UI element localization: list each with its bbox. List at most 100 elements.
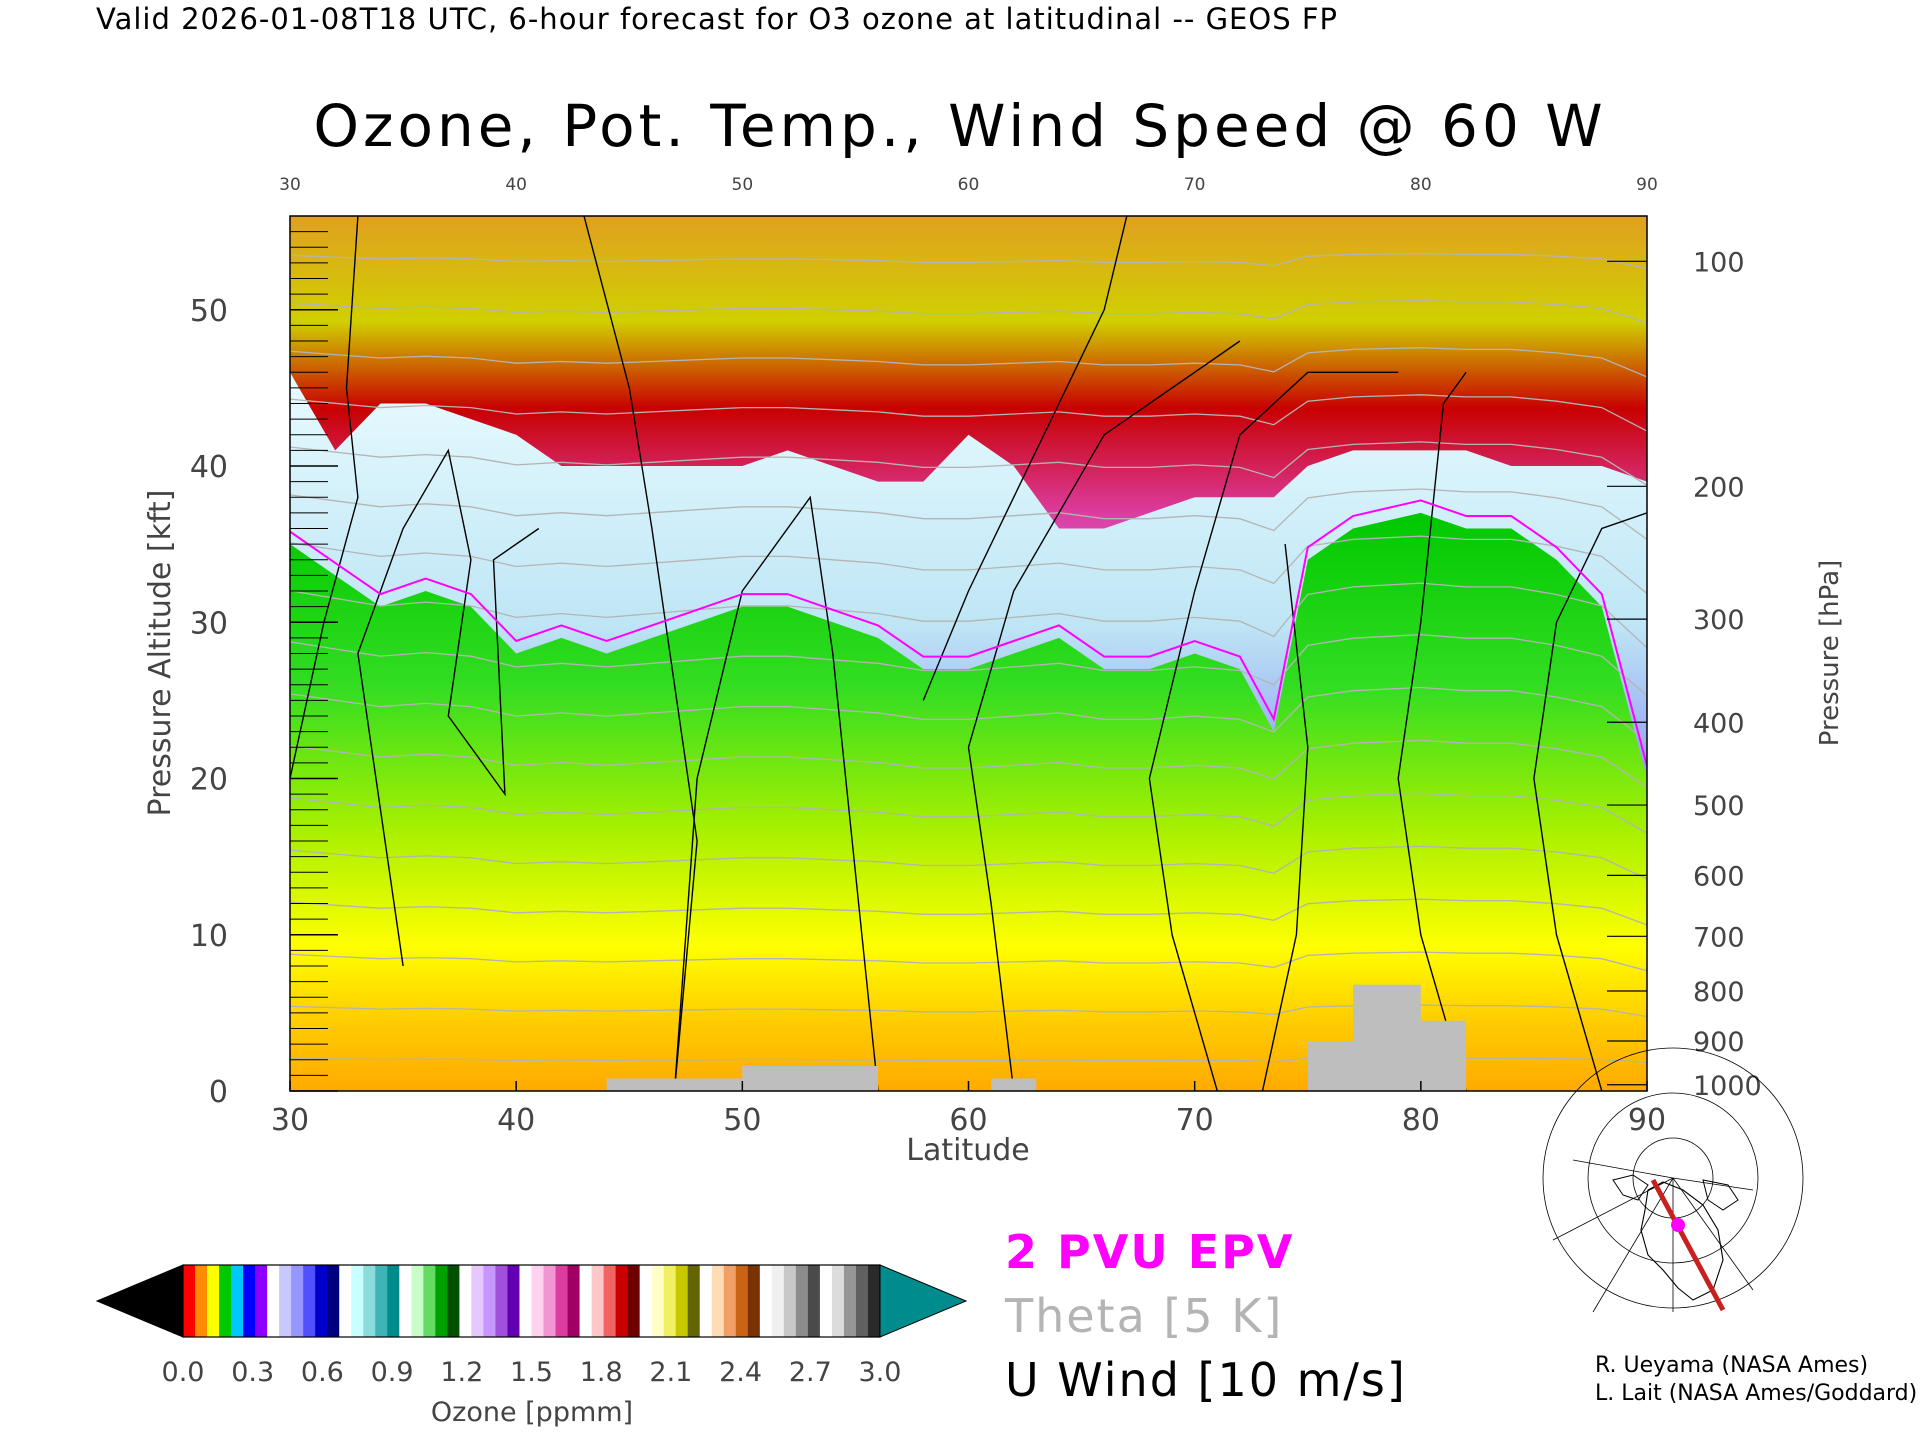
pressure-tick-label: 400 — [1693, 708, 1745, 739]
theta-contours — [290, 252, 1647, 1064]
pressure-tick-label: 300 — [1693, 605, 1745, 636]
colorbar-tick-label: 0.3 — [231, 1357, 274, 1388]
colorbar-segment — [399, 1265, 412, 1337]
colorbar-segment — [603, 1265, 617, 1337]
colorbar-segment — [219, 1265, 232, 1337]
tropospheric-ozone-band — [290, 512, 1647, 1091]
theta-contour — [290, 488, 1647, 540]
theta-contour — [290, 394, 1647, 432]
y-tick-label: 30 — [190, 606, 228, 641]
x-top-tick-label: 40 — [505, 175, 527, 195]
colorbar-segment — [255, 1265, 268, 1337]
y-axis-left-label: Pressure Altitude [kft] — [143, 490, 178, 817]
x-tick-label: 50 — [723, 1103, 761, 1138]
colorbar-segment — [351, 1265, 364, 1337]
colorbar-tick-label: 3.0 — [859, 1357, 902, 1388]
colorbar-segment — [831, 1265, 845, 1337]
colorbar-segment — [579, 1265, 593, 1337]
colorbar-segment — [243, 1265, 256, 1337]
epv-2pvu-contour — [290, 499, 1647, 767]
locator-map — [1542, 1047, 1804, 1313]
theta-contour — [290, 582, 1647, 649]
u-wind-contour — [673, 495, 879, 1091]
legend-theta: Theta [5 K] — [1005, 1289, 1284, 1343]
colorbar-segment — [759, 1265, 773, 1337]
y-axis-right-label: Pressure [hPa] — [1815, 560, 1845, 747]
x-tick-label: 70 — [1176, 1103, 1214, 1138]
colorbar-segment — [771, 1265, 785, 1337]
section-marker — [1671, 1218, 1685, 1232]
colorbar-segment — [555, 1265, 569, 1337]
colorbar-segment — [447, 1265, 460, 1337]
x-axis-top: 30 40 50 60 70 80 90 — [279, 175, 1658, 195]
colorbar-segment — [867, 1265, 881, 1337]
colorbar-segment — [591, 1265, 605, 1337]
pressure-tick-label: 800 — [1693, 977, 1745, 1008]
colorbar-tick-label: 1.5 — [510, 1357, 553, 1388]
u-wind-contour — [1148, 371, 1399, 1091]
theta-contour — [290, 898, 1647, 926]
colorbar-segment — [819, 1265, 833, 1337]
orography — [290, 984, 1647, 1091]
colorbar-segment — [711, 1265, 725, 1337]
colorbar-right-extend — [879, 1264, 968, 1338]
x-tick-label: 40 — [497, 1103, 535, 1138]
u-wind-contour — [1397, 371, 1467, 1091]
colorbar-segment — [327, 1265, 340, 1337]
colorbar-segment — [483, 1265, 497, 1337]
y-axis-left: 0 10 20 30 40 50 — [190, 231, 338, 1110]
colorbar-segment — [435, 1265, 448, 1337]
x-axis-bottom: 30 40 50 60 70 80 90 — [271, 1081, 1666, 1138]
x-top-tick-label: 30 — [279, 175, 301, 195]
colorbar-segment — [303, 1265, 316, 1337]
colorbar-segment — [687, 1265, 701, 1337]
colorbar-segment — [339, 1265, 352, 1337]
colorbar-segment — [375, 1265, 388, 1337]
u-wind-contour — [357, 448, 540, 967]
u-wind-contours — [290, 216, 1647, 1091]
credits: R. Ueyama (NASA Ames) L. Lait (NASA Ames… — [1595, 1352, 1917, 1408]
colorbar-segment — [543, 1265, 557, 1337]
y-tick-label: 10 — [190, 919, 228, 954]
colorbar-segment — [531, 1265, 545, 1337]
theta-contour — [290, 633, 1647, 697]
theta-contour — [290, 792, 1647, 834]
header-text: Valid 2026-01-08T18 UTC, 6-hour forecast… — [96, 2, 1339, 36]
colorbar-segment — [459, 1265, 473, 1337]
colorbar-segment — [471, 1265, 485, 1337]
colorbar-segment — [855, 1265, 869, 1337]
colorbar-segment — [651, 1265, 665, 1337]
credit-line-1: R. Ueyama (NASA Ames) — [1595, 1353, 1869, 1378]
colorbar-tick-label: 2.7 — [789, 1357, 832, 1388]
x-top-tick-label: 50 — [732, 175, 754, 195]
colorbar-tick-label: 2.1 — [649, 1357, 692, 1388]
section-line — [1650, 1178, 1726, 1312]
colorbar-tick-label: 0.0 — [162, 1357, 205, 1388]
colorbar-segment — [183, 1265, 196, 1337]
colorbar-segment — [387, 1265, 400, 1337]
colorbar-segment — [423, 1265, 436, 1337]
theta-contour — [290, 686, 1647, 743]
legend-u-wind: U Wind [10 m/s] — [1005, 1353, 1407, 1407]
colorbar-segment — [207, 1265, 220, 1337]
x-tick-label: 90 — [1628, 1103, 1666, 1138]
x-top-tick-label: 80 — [1410, 175, 1432, 195]
legend-epv: 2 PVU EPV — [1005, 1225, 1295, 1279]
colorbar-tick-labels: 0.0 0.3 0.6 0.9 1.2 1.5 1.8 2.1 2.4 2.7 3.0 — [162, 1357, 902, 1388]
colorbar-tick-label: 1.8 — [580, 1357, 623, 1388]
u-wind-contour — [1533, 512, 1647, 1091]
u-wind-contour — [922, 216, 1128, 701]
chart-title: Ozone, Pot. Temp., Wind Speed @ 60 W — [313, 92, 1607, 160]
y-tick-label: 20 — [190, 763, 228, 798]
pressure-tick-label: 200 — [1693, 472, 1745, 503]
colorbar-segment — [279, 1265, 292, 1337]
colorbar-label: Ozone [ppmm] — [431, 1397, 633, 1428]
pressure-tick-label: 1000 — [1693, 1071, 1762, 1102]
theta-contour — [290, 347, 1647, 378]
colorbar-segment — [795, 1265, 809, 1337]
colorbar-segment — [615, 1265, 629, 1337]
x-tick-label: 30 — [271, 1103, 309, 1138]
u-wind-contour — [967, 340, 1241, 1091]
colorbar-segment — [699, 1265, 713, 1337]
